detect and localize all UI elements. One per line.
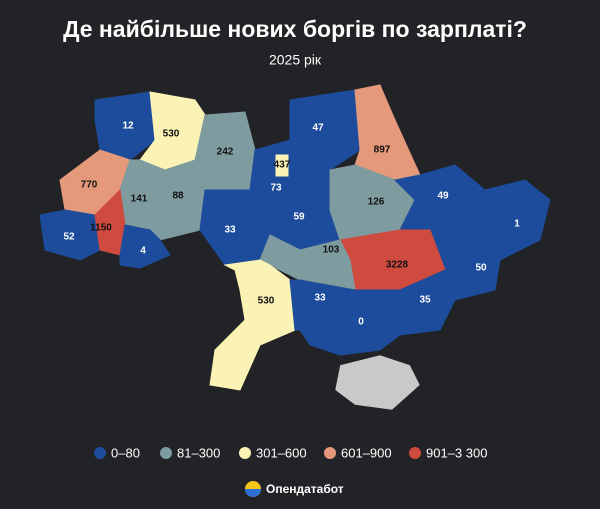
region-label: 47 bbox=[312, 123, 324, 134]
region-label: 0 bbox=[358, 317, 364, 328]
region-label: 33 bbox=[314, 293, 326, 304]
region-label: 897 bbox=[374, 145, 391, 156]
legend-label: 81–300 bbox=[177, 445, 220, 460]
region-label: 4 bbox=[140, 246, 146, 257]
legend-swatch bbox=[239, 447, 251, 459]
legend-label: 0–80 bbox=[111, 445, 140, 460]
brand: Опендатабот bbox=[266, 482, 344, 496]
region-label: 88 bbox=[172, 191, 184, 202]
region-label: 33 bbox=[224, 225, 236, 236]
region-label: 530 bbox=[258, 296, 275, 307]
region-label: 242 bbox=[217, 147, 234, 158]
legend-swatch bbox=[160, 447, 172, 459]
title: Де найбільше нових боргів по зарплаті? bbox=[63, 16, 527, 42]
legend-swatch bbox=[409, 447, 421, 459]
region-label: 3228 bbox=[386, 260, 409, 271]
region-label: 1 bbox=[514, 219, 520, 230]
region bbox=[275, 154, 289, 177]
legend-label: 901–3 300 bbox=[426, 445, 487, 460]
region-label: 12 bbox=[122, 121, 134, 132]
brand-icon-half bbox=[245, 489, 261, 497]
region-label: 35 bbox=[419, 295, 431, 306]
legend-label: 301–600 bbox=[256, 445, 307, 460]
region-label: 126 bbox=[368, 197, 385, 208]
region bbox=[119, 224, 171, 269]
regions: 12 530 242 73 47 897 770 141 88 33 59 126 49 1 50 3228 1… bbox=[39, 84, 551, 391]
region-label: 141 bbox=[131, 194, 148, 205]
region-label: 1150 bbox=[90, 223, 112, 234]
crimea bbox=[334, 354, 421, 411]
region bbox=[299, 289, 401, 356]
region-label: 103 bbox=[323, 245, 340, 256]
region-label: 530 bbox=[163, 129, 180, 140]
legend-swatch bbox=[324, 447, 336, 459]
region bbox=[209, 259, 296, 391]
legend-label: 601–900 bbox=[341, 445, 392, 460]
region-label: 437 bbox=[274, 160, 291, 171]
region-label: 52 bbox=[63, 232, 75, 243]
region-label: 73 bbox=[270, 183, 282, 194]
region-label: 770 bbox=[81, 180, 98, 191]
subtitle: 2025 рік bbox=[269, 52, 322, 68]
legend: 0–80 81–300 301–600 601–900 901–3 300 bbox=[94, 445, 487, 460]
legend-swatch bbox=[94, 447, 106, 459]
region-label: 49 bbox=[437, 191, 449, 202]
region-label: 59 bbox=[293, 212, 305, 223]
region-label: 50 bbox=[475, 263, 487, 274]
